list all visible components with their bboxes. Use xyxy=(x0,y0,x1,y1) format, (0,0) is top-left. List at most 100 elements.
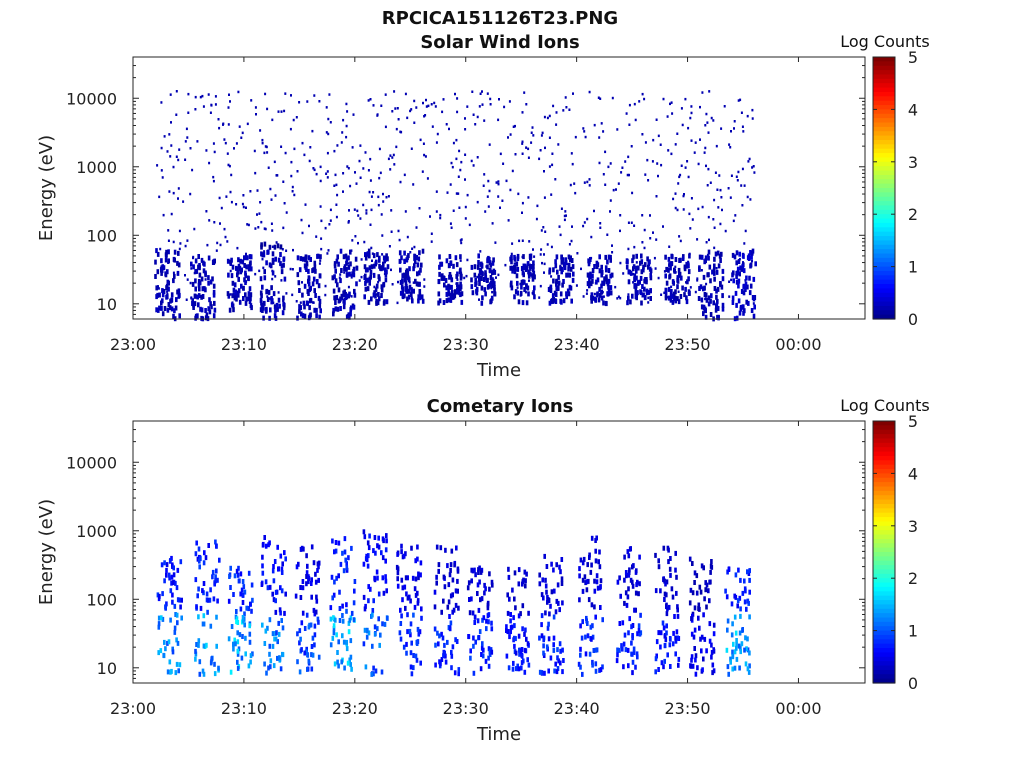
heatmap-cell xyxy=(455,138,458,142)
colorbar-swatch xyxy=(873,288,895,294)
heatmap-cell xyxy=(241,131,244,135)
heatmap-cell xyxy=(630,221,633,224)
heatmap-cell xyxy=(583,181,586,184)
heatmap-cell xyxy=(513,294,516,300)
heatmap-cell xyxy=(560,259,564,265)
heatmap-cell xyxy=(476,115,479,119)
heatmap-cell xyxy=(259,129,262,132)
heatmap-cell xyxy=(327,132,330,136)
heatmap-cell xyxy=(520,653,524,659)
heatmap-cell xyxy=(713,256,716,262)
heatmap-cell xyxy=(486,264,489,270)
heatmap-cell xyxy=(280,279,283,282)
heatmap-cell xyxy=(513,269,517,275)
heatmap-cell xyxy=(217,665,220,671)
heatmap-cell xyxy=(451,609,454,615)
heatmap-cell xyxy=(236,272,239,278)
heatmap-cell xyxy=(409,251,412,254)
heatmap-cell xyxy=(602,173,605,176)
heatmap-cell xyxy=(657,558,660,564)
heatmap-cell xyxy=(507,566,510,572)
heatmap-cell xyxy=(176,597,180,603)
heatmap-cell xyxy=(400,130,403,134)
heatmap-cell xyxy=(460,238,463,241)
heatmap-cell xyxy=(501,199,504,202)
heatmap-cell xyxy=(367,99,370,102)
heatmap-cell xyxy=(281,651,284,657)
heatmap-cell xyxy=(728,280,731,283)
heatmap-cell xyxy=(177,158,180,162)
heatmap-cell xyxy=(738,595,742,601)
heatmap-cell xyxy=(542,643,545,649)
heatmap-cell xyxy=(663,643,667,648)
heatmap-cell xyxy=(377,535,380,541)
heatmap-cell xyxy=(486,92,489,95)
heatmap-cell xyxy=(424,114,427,117)
heatmap-cell xyxy=(637,628,641,633)
heatmap-cell xyxy=(314,579,318,585)
heatmap-cell xyxy=(489,103,492,106)
heatmap-cell xyxy=(674,651,677,657)
heatmap-cell xyxy=(380,293,383,298)
heatmap-cell xyxy=(619,214,622,217)
heatmap-cell xyxy=(464,128,467,131)
heatmap-cell xyxy=(435,574,438,580)
heatmap-cell xyxy=(175,661,179,667)
heatmap-cell xyxy=(455,192,458,195)
colorbar-swatch xyxy=(873,201,895,207)
heatmap-cell xyxy=(710,293,713,299)
heatmap-cell xyxy=(385,196,388,199)
heatmap-cell xyxy=(318,314,321,320)
heatmap-cell xyxy=(393,90,396,93)
heatmap-cell xyxy=(478,579,481,585)
heatmap-cell xyxy=(732,219,735,223)
heatmap-cell xyxy=(511,666,515,672)
heatmap-cell xyxy=(250,608,253,614)
heatmap-cell xyxy=(368,265,372,271)
heatmap-cell xyxy=(290,160,293,164)
heatmap-cell xyxy=(555,286,558,292)
heatmap-cell xyxy=(368,280,371,286)
heatmap-cell xyxy=(358,279,361,282)
heatmap-cell xyxy=(581,577,585,583)
heatmap-cell xyxy=(311,268,314,274)
heatmap-cell xyxy=(325,131,328,134)
heatmap-cell xyxy=(350,295,353,298)
heatmap-cell xyxy=(470,284,474,290)
heatmap-cell xyxy=(165,252,168,258)
heatmap-cell xyxy=(647,289,651,295)
heatmap-cell xyxy=(733,593,736,599)
heatmap-cell xyxy=(657,564,661,570)
heatmap-cell xyxy=(155,307,158,313)
heatmap-cell xyxy=(645,288,649,294)
heatmap-cell xyxy=(588,178,591,181)
heatmap-cell xyxy=(235,609,238,614)
colorbar-swatch xyxy=(873,61,895,67)
heatmap-cell xyxy=(241,259,245,265)
heatmap-cell xyxy=(292,248,294,252)
heatmap-cell xyxy=(486,602,490,608)
heatmap-cell xyxy=(165,562,169,568)
heatmap-cell xyxy=(582,127,585,130)
heatmap-cell xyxy=(282,295,285,301)
heatmap-cell xyxy=(734,572,738,578)
heatmap-cell xyxy=(333,274,336,280)
heatmap-cell xyxy=(280,269,284,275)
heatmap-cell xyxy=(749,250,752,255)
heatmap-cell xyxy=(329,642,333,648)
heatmap-cell xyxy=(313,264,317,270)
heatmap-cell xyxy=(731,252,735,258)
heatmap-cell xyxy=(720,196,723,199)
heatmap-cell xyxy=(729,196,732,199)
heatmap-cell xyxy=(376,300,380,306)
heatmap-cell xyxy=(743,242,746,245)
heatmap-cell xyxy=(223,227,226,231)
heatmap-cell xyxy=(538,157,541,161)
heatmap-cell xyxy=(159,648,163,654)
heatmap-cell xyxy=(593,604,596,610)
heatmap-cell xyxy=(363,627,367,633)
heatmap-cell xyxy=(388,245,391,248)
heatmap-cell xyxy=(460,299,464,305)
heatmap-cell xyxy=(190,296,193,299)
heatmap-cell xyxy=(657,667,660,672)
